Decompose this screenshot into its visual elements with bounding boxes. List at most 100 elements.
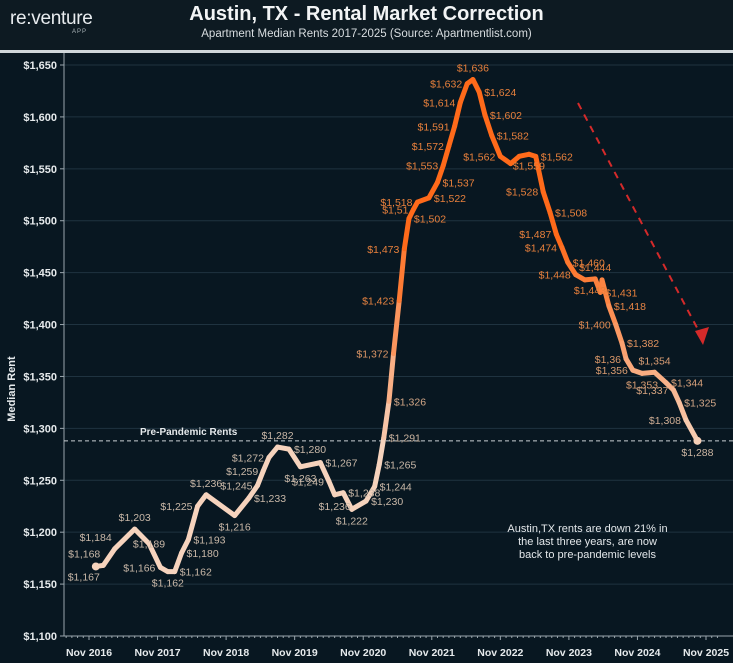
series-segment <box>340 490 355 512</box>
chart-title: Austin, TX - Rental Market Correction <box>189 3 544 25</box>
series-segment <box>489 133 503 159</box>
series-segment <box>482 112 495 139</box>
data-label: $1,372 <box>356 349 388 361</box>
line-chart: $1,100 $1,150 $1,200 $1,250 $1,300 $1,350 $1,4… <box>23 53 733 659</box>
series-segment <box>100 546 118 568</box>
y-tick-label: $1,550 <box>23 164 57 176</box>
y-tick-label: $1,300 <box>23 423 57 435</box>
data-label: $1,267 <box>325 458 357 470</box>
series-end-point <box>693 436 702 445</box>
x-tick-label: Nov 2017 <box>134 647 180 659</box>
series-segment <box>434 163 446 185</box>
y-axis-title: Median Rent <box>6 356 18 422</box>
y-axis: $1,100 $1,150 $1,200 $1,250 $1,300 $1,350 $1,4… <box>23 53 65 643</box>
series-segment <box>613 322 625 346</box>
series-segment <box>232 495 252 519</box>
x-tick-label: Nov 2020 <box>340 647 386 659</box>
data-label: $1,203 <box>119 512 151 524</box>
y-tick-label: $1,400 <box>23 320 57 332</box>
series-segment <box>391 298 402 357</box>
trend-arrow-head <box>695 327 709 345</box>
data-label: $1,249 <box>292 476 324 488</box>
gridlines <box>64 64 733 637</box>
brand-logo-sub: APP <box>72 29 88 35</box>
data-label: $1,288 <box>681 447 713 459</box>
data-label: $1,518 <box>380 197 412 209</box>
y-tick-label: $1,100 <box>23 631 57 643</box>
series-segment <box>533 153 546 195</box>
y-tick-label: $1,450 <box>23 268 57 280</box>
series-segment <box>401 216 412 252</box>
data-label: $1,236 <box>319 501 351 513</box>
data-label: $1,222 <box>336 515 368 527</box>
data-label: $1,184 <box>80 532 112 544</box>
data-label: $1,167 <box>68 571 100 583</box>
header-bar: re:venture APP Austin, TX - Rental Marke… <box>0 0 733 53</box>
data-label: $1,36 <box>595 354 621 366</box>
data-label: $1,582 <box>497 131 529 143</box>
data-label: $1,280 <box>294 444 326 456</box>
data-label: $1,230 <box>371 496 403 508</box>
series-segment <box>396 246 407 304</box>
data-label: $1,474 <box>525 243 557 255</box>
x-axis: Nov 2016 Nov 2017 Nov 2018 Nov 2019 Nov 2020… <box>64 635 733 659</box>
data-label: $1,487 <box>519 229 551 241</box>
series-segment <box>599 277 612 309</box>
data-label: $1,162 <box>180 567 212 579</box>
series-segment <box>619 340 629 362</box>
series-segment <box>146 541 163 570</box>
data-label: $1,272 <box>232 452 264 464</box>
data-label: $1,423 <box>362 296 394 308</box>
rent-series <box>91 77 702 575</box>
pre-pandemic-reference-line: Pre-Pandemic Rents <box>64 427 733 442</box>
data-label: $1,180 <box>187 548 219 560</box>
trend-arrow <box>577 102 709 345</box>
data-label: $1,244 <box>380 482 412 494</box>
x-tick-label: Nov 2019 <box>272 647 318 659</box>
data-label: $1,216 <box>219 522 251 534</box>
data-label: $1,245 <box>220 480 252 492</box>
data-label: $1,528 <box>506 187 538 199</box>
data-label: $1,632 <box>430 79 462 91</box>
data-label: $1,233 <box>254 493 286 505</box>
data-label: $1,444 <box>579 262 611 274</box>
data-label: $1,225 <box>160 501 192 513</box>
y-tick-label: $1,200 <box>23 527 57 539</box>
data-label: $1,326 <box>394 396 426 408</box>
x-tick-label: Nov 2025 <box>683 647 729 659</box>
data-label: $1,263 <box>284 473 316 485</box>
series-start-point <box>91 562 100 571</box>
data-labels: $1,167 $1,168 $1,184 $1,203 $1,189 $1,166 $1,1… <box>68 63 717 590</box>
data-label: $1,236 <box>190 478 222 490</box>
data-label: $1,448 <box>539 270 571 282</box>
brand-logo: re:venture <box>10 8 93 29</box>
data-label: $1,602 <box>490 110 522 122</box>
data-label: $1,559 <box>513 160 545 172</box>
series-segment <box>606 303 619 328</box>
data-label: $1,168 <box>68 548 100 560</box>
series-segment <box>386 351 397 404</box>
chart-subtitle: Apartment Median Rents 2017-2025 (Source… <box>201 28 532 40</box>
data-label: $1,418 <box>614 301 646 313</box>
series-segment <box>559 245 571 265</box>
y-tick-label: $1,600 <box>23 112 57 124</box>
data-label: $1,522 <box>434 193 466 205</box>
series-segment <box>286 446 303 470</box>
series-segment <box>381 398 392 441</box>
x-tick-label: Nov 2022 <box>477 647 523 659</box>
series-segment <box>203 492 238 519</box>
annotation-text: Austin,TX rents are down 21% in the last… <box>507 523 668 561</box>
data-label: $1,473 <box>367 244 399 256</box>
data-label: $1,591 <box>418 121 450 133</box>
data-label: $1,431 <box>605 287 637 299</box>
data-label: $1,265 <box>384 460 416 472</box>
y-tick-label: $1,150 <box>23 579 57 591</box>
series-segment <box>540 189 553 215</box>
data-label: $1,162 <box>152 578 184 590</box>
y-tick-label: $1,250 <box>23 475 57 487</box>
series-segment <box>376 435 387 468</box>
data-label: $1,562 <box>541 151 573 163</box>
data-label: $1,259 <box>226 466 258 478</box>
y-tick-label: $1,650 <box>23 60 57 72</box>
series-segment <box>457 81 470 105</box>
